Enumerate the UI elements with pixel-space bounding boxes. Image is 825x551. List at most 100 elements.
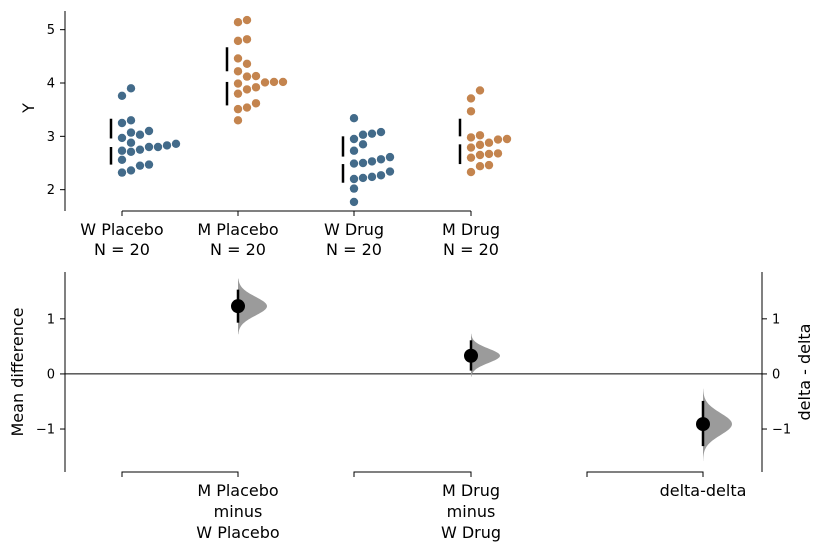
swarm-point-wp [117,91,127,101]
swarm-point-wp [162,141,172,150]
swarm-point-wp [153,142,163,152]
contrast-label-2-line-2: minus [447,502,496,521]
bracket-axis-3 [586,471,704,477]
bottom-right-y-tick-label: 0 [772,367,780,382]
bootstrap-distribution-c3 [703,388,732,461]
swarm-point-mp [233,89,243,98]
top-y-tick-label: 2 [47,183,55,198]
swarm-point-mp [233,54,243,63]
swarm-point-md [475,131,485,140]
swarm-point-wd [349,146,359,155]
swarm-point-md [484,160,494,170]
group-n-m-placebo: N = 20 [210,240,266,259]
swarm-point-wd [367,157,377,166]
group-label-w-drug: W Drug [324,220,384,239]
swarm-point-wd [367,129,377,138]
swarm-point-mp [278,77,288,87]
contrast-label-1-line-1: M Placebo [197,481,278,500]
swarm-point-mp [242,72,252,81]
bottom-right-y-tick-label: −1 [772,423,791,438]
swarm-point-wd [376,155,386,164]
contrast-panel: −101 −101 Mean difference delta - delta … [8,272,814,542]
swarm-point-mp [233,79,243,88]
group-n-m-drug: N = 20 [443,240,499,259]
swarm-points [117,15,512,207]
swarm-point-wd [376,127,386,137]
contrast-label-2-line-3: W Drug [441,523,501,542]
swarm-point-mp [242,59,252,68]
swarm-point-mp [233,104,243,114]
group-n-w-placebo: N = 20 [94,240,150,259]
swarm-point-wp [117,155,127,164]
swarm-point-wd [358,130,368,139]
bracket-axis-1 [121,471,239,477]
swarm-point-md [475,162,485,171]
swarm-point-md [475,150,485,160]
bottom-right-y-tick-label: 1 [772,312,780,327]
swarm-point-md [484,138,494,147]
bootstrap-distribution-c2 [471,333,500,377]
swarm-point-md [493,149,503,158]
swarm-point-mp [251,99,261,108]
swarm-point-wp [126,147,136,156]
swarm-point-wd [349,134,359,144]
raw-data-panel: 2 3 4 5 Y W Placebo N = 20 M Placebo N = 20… [19,11,512,259]
delta-delta-axis-label: delta - delta [795,324,814,421]
swarm-point-wp [135,161,145,170]
swarm-point-wd [349,114,359,123]
swarm-point-md [484,149,494,159]
bootstrap-distribution-c1 [238,278,267,335]
bottom-right-y-ticks: −1 0 1 [762,312,791,438]
bottom-y-tick-label: 0 [47,367,55,382]
top-y-ticks: 2 3 4 5 [47,23,65,198]
swarm-point-wd [367,172,377,182]
swarm-point-mp [242,103,252,112]
swarm-point-wp [126,138,136,147]
swarm-point-md [466,94,476,103]
swarm-point-md [502,134,512,144]
swarm-point-md [475,140,485,150]
swarm-point-wp [126,128,136,137]
swarm-point-md [466,107,476,116]
swarm-point-wd [385,152,395,162]
swarm-point-wd [358,173,368,183]
top-y-tick-label: 4 [47,77,55,92]
contrast-label-3: delta-delta [660,481,747,500]
swarm-point-wp [117,146,127,155]
swarm-point-md [466,153,476,162]
swarm-point-wd [358,158,368,168]
top-x-ticks [121,211,472,216]
contrast-label-1-line-2: minus [214,502,263,521]
bottom-y-tick-label: 1 [47,312,55,327]
swarm-point-mp [260,78,270,87]
contrast-estimates [231,278,732,461]
swarm-point-wp [135,145,145,154]
bottom-y-ticks: −1 0 1 [36,312,65,438]
group-n-w-drug: N = 20 [326,240,382,259]
swarm-point-wd [349,159,359,168]
swarm-point-mp [251,83,261,92]
group-label-w-placebo: W Placebo [80,220,163,239]
swarm-point-wd [358,140,368,149]
swarm-point-mp [233,116,243,125]
swarm-point-wp [144,126,154,136]
top-y-tick-label: 5 [47,23,55,38]
group-label-m-drug: M Drug [442,220,500,239]
group-label-m-placebo: M Placebo [197,220,278,239]
mean-difference-axis-label: Mean difference [8,308,27,437]
swarm-point-wp [171,139,181,148]
mean-difference-point-c3 [696,417,710,432]
contrast-label-1-line-3: W Placebo [196,523,279,542]
swarm-point-wp [117,133,127,143]
mean-difference-point-c2 [464,348,478,363]
swarm-point-mp [233,18,243,27]
swarm-point-wd [385,167,395,176]
swarm-point-mp [242,35,252,44]
swarm-point-wp [135,130,145,139]
swarm-point-md [466,143,476,152]
swarm-point-wp [144,142,154,152]
swarm-point-wd [349,184,359,193]
bottom-y-tick-label: −1 [36,423,55,438]
swarm-point-md [493,135,503,144]
